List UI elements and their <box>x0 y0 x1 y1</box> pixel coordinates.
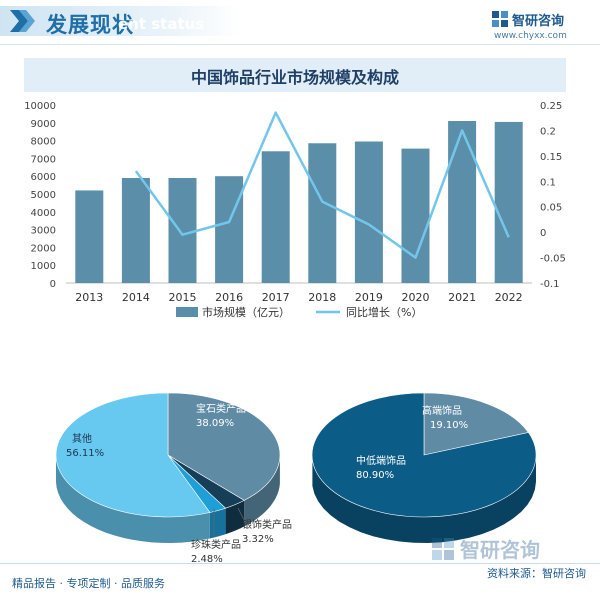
x-axis-ticks: 2013 2014 2015 2016 2017 2018 2019 2020 2021 2022 <box>75 291 522 304</box>
left-tick-label: 4000 <box>31 208 56 219</box>
left-tick-label: 6000 <box>31 172 56 183</box>
brand-name: 智研咨询 <box>512 14 565 29</box>
pie-side-中低端饰品 <box>312 455 536 543</box>
pie2-labels: 高端饰品 19.10% 中低端饰品 80.90% <box>356 404 468 481</box>
watermark-logo: 智研咨询 <box>432 538 540 562</box>
left-tick-label: 8000 <box>31 137 56 148</box>
bar-series <box>75 121 523 283</box>
zhiyan-logo-icon <box>492 11 508 27</box>
pie2-value-high: 19.10% <box>430 420 468 431</box>
left-tick-label: 1000 <box>31 261 56 272</box>
right-tick-label: 0 <box>540 228 546 239</box>
left-tick-label: 3000 <box>31 226 56 237</box>
x-tick-label: 2022 <box>495 291 523 304</box>
chevron-right-icon <box>10 10 35 32</box>
right-axis-ticks: -0.1 -0.05 0 0.05 0.1 0.15 0.2 0.25 <box>540 101 566 290</box>
bar-2020 <box>401 148 430 283</box>
header-divider <box>0 44 600 45</box>
x-tick-label: 2018 <box>308 291 336 304</box>
footer-source: 资料来源：智研咨询 <box>487 567 586 580</box>
pie1-value-other: 56.11% <box>66 448 104 459</box>
brand-logo: 智研咨询 www.chyxx.com <box>492 10 582 44</box>
pie2-label-midlow: 中低端饰品 <box>356 454 406 467</box>
page-header: 发展现状 ent status 智研咨询 www.chyxx.com <box>0 0 600 46</box>
market-tier-pie <box>311 392 537 543</box>
pie1-label-jewelry: 宝石类产品 <box>196 402 246 415</box>
pie1-value-silver: 3.32% <box>242 534 274 545</box>
right-tick-label: 0.25 <box>540 101 562 112</box>
pie1-label-pearl: 珍珠类产品 <box>191 538 241 551</box>
legend-line-label: 同比增长（%） <box>346 305 422 319</box>
bar-2016 <box>215 176 244 283</box>
pie-slice-中低端饰品 <box>311 392 537 518</box>
chart-legend: 市场规模（亿元） 同比增长（%） <box>176 305 422 319</box>
watermark-brand: 智研咨询 <box>460 538 540 562</box>
pie-slice-其他 <box>55 392 211 518</box>
bar-2015 <box>168 177 197 283</box>
combo-chart: 0 1000 2000 3000 4000 5000 6000 7000 8000 9000 100… <box>24 101 566 319</box>
pie-charts: 宝石类产品 38.09% 其他 56.11% 银饰类产品 3.32% 珍珠类产品… <box>55 392 537 565</box>
chart-title-band <box>24 58 566 92</box>
pie-side-宝石类产品 <box>244 457 280 527</box>
right-tick-label: 0.1 <box>540 177 556 188</box>
footer-slogan: 精品报告 · 专项定制 · 品质服务 <box>12 577 165 590</box>
left-tick-label: 7000 <box>31 154 56 165</box>
bar-2017 <box>261 151 290 283</box>
left-tick-label: 5000 <box>31 190 56 201</box>
chart-title: 中国饰品行业市场规模及构成 <box>190 68 399 87</box>
left-tick-label: 10000 <box>24 101 56 112</box>
right-tick-label: 0.05 <box>540 203 562 214</box>
x-tick-label: 2017 <box>262 291 290 304</box>
header-band <box>0 6 240 36</box>
section-title: 发展现状 <box>46 13 134 37</box>
pie1-value-pearl: 2.48% <box>191 554 223 565</box>
pie1-label-other: 其他 <box>72 432 92 445</box>
bar-2018 <box>308 143 337 283</box>
pie-slice-宝石类产品 <box>167 392 281 501</box>
bar-2014 <box>121 177 150 283</box>
left-tick-label: 9000 <box>31 119 56 130</box>
left-tick-label: 2000 <box>31 243 56 254</box>
x-tick-label: 2015 <box>169 291 197 304</box>
brand-url: www.chyxx.com <box>494 31 567 41</box>
pie2-label-high: 高端饰品 <box>422 404 462 417</box>
section-subtitle: ent status <box>118 15 205 33</box>
x-tick-label: 2021 <box>448 291 476 304</box>
product-type-pie <box>55 392 281 543</box>
left-tick-label: 0 <box>50 279 56 290</box>
x-tick-label: 2016 <box>215 291 243 304</box>
line-series <box>134 111 510 259</box>
bar-2013 <box>75 190 104 283</box>
x-tick-label: 2020 <box>402 291 430 304</box>
pie1-labels: 宝石类产品 38.09% 其他 56.11% 银饰类产品 3.32% 珍珠类产品… <box>66 402 292 565</box>
x-tick-label: 2013 <box>75 291 103 304</box>
right-tick-label: -0.1 <box>540 279 560 290</box>
pie-side-其他 <box>56 456 210 543</box>
pie1-leader-silver <box>237 507 245 521</box>
left-axis-ticks: 0 1000 2000 3000 4000 5000 6000 7000 8000 9000 100… <box>24 101 56 290</box>
bar-2022 <box>494 121 523 283</box>
right-tick-label: -0.05 <box>540 254 566 265</box>
right-tick-label: 0.15 <box>540 152 562 163</box>
watermark-logo-icon <box>432 538 454 560</box>
pie1-value-jewelry: 38.09% <box>196 418 234 429</box>
pie-slice-高端饰品 <box>423 392 529 456</box>
legend-bar-swatch <box>176 307 198 317</box>
x-tick-label: 2014 <box>122 291 150 304</box>
legend-bar-label: 市场规模（亿元） <box>202 305 290 319</box>
bar-2021 <box>448 121 477 283</box>
right-tick-label: 0.2 <box>540 126 556 137</box>
bar-2019 <box>354 141 383 283</box>
footer-divider <box>0 563 600 564</box>
x-tick-label: 2019 <box>355 291 383 304</box>
pie-side-银饰类产品 <box>225 500 245 535</box>
pie2-value-midlow: 80.90% <box>356 470 394 481</box>
pie-side-珍珠类产品 <box>209 508 226 539</box>
pie1-label-silver: 银饰类产品 <box>242 518 292 531</box>
